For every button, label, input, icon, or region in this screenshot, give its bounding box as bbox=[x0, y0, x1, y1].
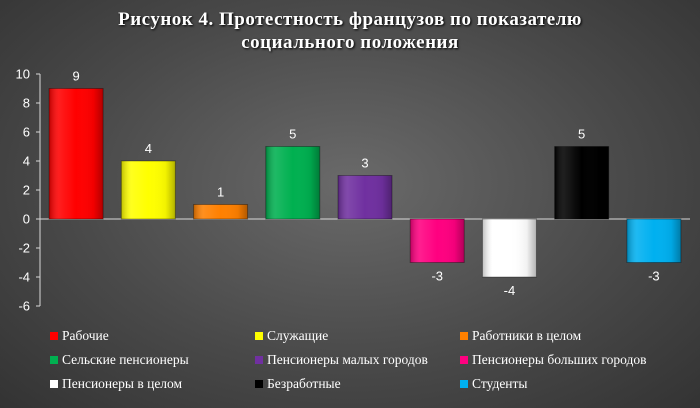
y-tick-label: 0 bbox=[23, 212, 30, 227]
data-label: -4 bbox=[504, 283, 516, 298]
data-label-layer: 9 4 1 5 3 -3 -4 5 -3 bbox=[72, 69, 659, 299]
bar-shine bbox=[554, 146, 609, 219]
bar-4 bbox=[265, 146, 321, 220]
data-label: 4 bbox=[145, 141, 152, 156]
bar-3 bbox=[193, 204, 249, 220]
y-tick-label: 6 bbox=[23, 125, 30, 140]
bar-shine bbox=[121, 161, 176, 219]
y-tick-label: 4 bbox=[23, 154, 30, 169]
bar-shine bbox=[338, 175, 392, 219]
y-tick-label: 2 bbox=[23, 183, 30, 198]
y-tick-label: 8 bbox=[23, 96, 30, 111]
data-label: -3 bbox=[648, 269, 660, 284]
bar-shine bbox=[410, 219, 465, 263]
bar-5 bbox=[337, 175, 393, 220]
bar-7 bbox=[481, 218, 537, 278]
data-label: 3 bbox=[361, 156, 368, 171]
bar-shine bbox=[265, 146, 320, 219]
bar-shine bbox=[626, 219, 681, 263]
bar-shine bbox=[49, 88, 104, 219]
chart-title-line-2: социального положения bbox=[241, 32, 459, 53]
bar-8 bbox=[554, 146, 610, 220]
data-label: 1 bbox=[217, 185, 224, 200]
bar-layer bbox=[48, 88, 682, 278]
y-tick-label: -6 bbox=[18, 299, 30, 314]
bar-shine bbox=[193, 204, 248, 219]
data-label: 9 bbox=[72, 69, 79, 84]
data-label: -3 bbox=[431, 269, 443, 284]
bar-1 bbox=[48, 88, 104, 220]
y-tick-label: 10 bbox=[16, 67, 30, 82]
data-label: 5 bbox=[289, 127, 296, 142]
bar-9 bbox=[626, 218, 682, 263]
bar-2 bbox=[120, 160, 176, 220]
chart-title-line-1: Рисунок 4. Протестность французов по пок… bbox=[118, 9, 582, 30]
chart-title: Рисунок 4. Протестность французов по пок… bbox=[0, 8, 700, 54]
bar-shine bbox=[482, 219, 537, 277]
y-tick-label: -4 bbox=[18, 270, 30, 285]
data-label: 5 bbox=[578, 127, 585, 142]
y-tick-label: -2 bbox=[18, 241, 30, 256]
bar-6 bbox=[409, 218, 465, 263]
